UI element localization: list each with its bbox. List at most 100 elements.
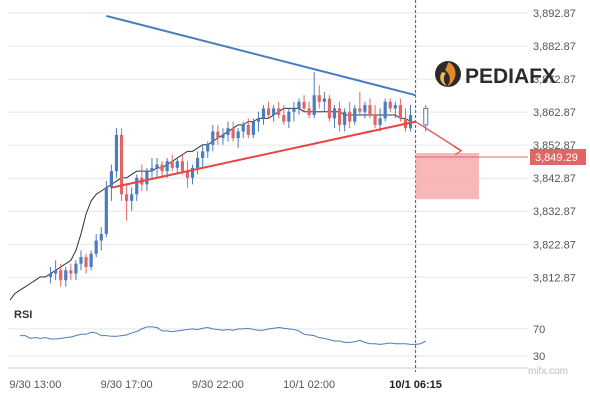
candle bbox=[368, 98, 372, 119]
candle bbox=[130, 187, 134, 211]
candle-body bbox=[145, 171, 149, 185]
candle bbox=[383, 98, 387, 122]
candle bbox=[170, 154, 174, 172]
y-tick-label: 3,872.87 bbox=[533, 74, 576, 86]
candle bbox=[353, 105, 357, 125]
candle bbox=[206, 141, 210, 158]
y-tick-label: 3,892.87 bbox=[533, 8, 576, 20]
candle bbox=[79, 250, 83, 271]
y-tick-label: 3,882.87 bbox=[533, 41, 576, 53]
candle-body bbox=[160, 164, 164, 172]
price-label: 3,849.29 bbox=[535, 152, 578, 164]
candle-body bbox=[287, 111, 291, 122]
candle-body bbox=[363, 105, 367, 112]
candle bbox=[332, 105, 337, 129]
candle-body bbox=[84, 257, 88, 267]
candle bbox=[287, 108, 291, 129]
candle-body bbox=[317, 95, 321, 102]
candle bbox=[251, 118, 255, 139]
candle bbox=[175, 157, 179, 175]
candles bbox=[48, 72, 429, 287]
candle bbox=[246, 118, 250, 139]
y-tick-label: 3,822.87 bbox=[533, 239, 576, 251]
candle-body bbox=[104, 187, 108, 234]
candle-body bbox=[358, 108, 362, 112]
candle bbox=[277, 101, 281, 119]
candle bbox=[226, 121, 230, 142]
candle-body bbox=[368, 105, 372, 116]
y-axis: 3,892.873,882.873,872.873,862.873,852.87… bbox=[533, 8, 576, 284]
candle bbox=[337, 101, 342, 132]
candle bbox=[393, 101, 397, 119]
pediafx-logo: PEDIAFX bbox=[435, 61, 556, 88]
candle-body bbox=[109, 171, 113, 188]
last-candle bbox=[423, 105, 429, 132]
candle bbox=[373, 105, 377, 129]
candle bbox=[150, 157, 154, 178]
candle-body bbox=[201, 151, 205, 158]
candle bbox=[59, 263, 63, 287]
y-tick-label: 3,862.87 bbox=[533, 107, 576, 119]
support-trend-line bbox=[111, 120, 416, 189]
candle-body bbox=[59, 270, 63, 281]
candle-body bbox=[261, 108, 266, 119]
y-tick-label: 3,812.87 bbox=[533, 272, 576, 284]
x-tick-label: 9/30 17:00 bbox=[101, 379, 153, 391]
candle-body bbox=[165, 161, 169, 172]
candle-body bbox=[327, 98, 332, 119]
candle-body bbox=[408, 115, 413, 129]
candle-body bbox=[373, 115, 377, 125]
candle-body bbox=[378, 118, 382, 125]
candle-body bbox=[282, 115, 286, 122]
candle bbox=[317, 85, 321, 109]
candle-body bbox=[170, 161, 174, 168]
candle bbox=[64, 266, 68, 287]
candle-body bbox=[125, 194, 129, 201]
candle-body bbox=[135, 177, 139, 195]
candle-body bbox=[221, 134, 225, 139]
candle bbox=[54, 260, 58, 281]
candle-body bbox=[175, 161, 179, 168]
candle-body bbox=[272, 108, 276, 116]
candle bbox=[348, 101, 352, 129]
candle-body bbox=[155, 164, 159, 168]
candle-body bbox=[251, 121, 255, 135]
candle bbox=[241, 121, 245, 139]
candle-body bbox=[69, 270, 73, 274]
candle-body bbox=[353, 108, 357, 122]
x-tick-label: 9/30 22:00 bbox=[192, 379, 244, 391]
trend-lines: 3,849.29 bbox=[106, 14, 586, 200]
candle-body bbox=[423, 107, 429, 126]
candle bbox=[211, 124, 215, 152]
candle bbox=[312, 72, 316, 119]
candle bbox=[378, 108, 382, 132]
candle-body bbox=[94, 240, 98, 254]
candle bbox=[388, 98, 392, 112]
candle bbox=[256, 111, 261, 132]
candle bbox=[297, 98, 301, 116]
candle-body bbox=[236, 131, 240, 139]
candle bbox=[231, 121, 235, 142]
projection-arrow bbox=[415, 121, 462, 152]
candle-body bbox=[383, 101, 387, 119]
candle bbox=[155, 157, 159, 178]
candle-body bbox=[322, 98, 326, 102]
candle-body bbox=[332, 108, 337, 119]
candle-body bbox=[348, 111, 352, 122]
candle bbox=[327, 95, 332, 122]
candle bbox=[236, 128, 240, 149]
candle bbox=[363, 101, 367, 119]
rsi-tick-label: 30 bbox=[533, 351, 545, 363]
candle bbox=[160, 161, 164, 178]
candle bbox=[221, 128, 225, 145]
x-axis: 9/30 13:00 9/30 17:00 9/30 22:00 10/1 02:00… bbox=[9, 379, 442, 391]
candle bbox=[195, 151, 200, 175]
candle-body bbox=[216, 131, 220, 139]
candle bbox=[94, 233, 98, 258]
candle-body bbox=[297, 101, 301, 109]
candle bbox=[48, 266, 53, 284]
candle-body bbox=[398, 105, 402, 119]
candle bbox=[185, 161, 190, 188]
y-tick-label: 3,842.87 bbox=[533, 173, 576, 185]
